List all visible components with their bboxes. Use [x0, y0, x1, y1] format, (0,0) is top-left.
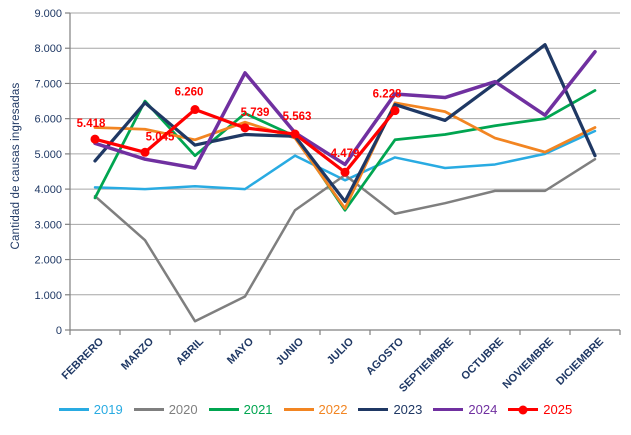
x-tick-label-abril: ABRIL [174, 335, 206, 367]
legend-label-2023: 2023 [393, 402, 423, 417]
legend-item-2021: 2021 [208, 402, 273, 417]
y-tick-label: 4.000 [34, 184, 62, 196]
legend-swatch-2019 [58, 408, 89, 411]
data-point-marker-2025 [390, 106, 400, 116]
data-label-2025: 5.045 [146, 131, 175, 143]
legend-item-2024: 2024 [433, 402, 497, 417]
legend-swatch-2024 [433, 408, 464, 411]
x-tick-label-agosto: AGOSTO [364, 335, 406, 377]
data-label-2025: 6.228 [373, 89, 402, 101]
legend-marker-dot [518, 405, 528, 414]
legend-label-2025: 2025 [543, 402, 573, 417]
y-tick-label: 1.000 [34, 290, 62, 302]
series-line-2022 [93, 101, 597, 210]
x-tick-label-diciembre: DICIEMBRE [554, 336, 606, 388]
x-tick-label-julio: JULIO [325, 335, 357, 367]
series-line-2023 [93, 43, 597, 204]
data-point-marker-2025 [140, 147, 150, 157]
x-tick-label-febrero: FEBRERO [60, 335, 107, 382]
data-label-2025: 5.418 [77, 118, 106, 130]
series-line-2020 [93, 157, 597, 323]
data-label-2025: 5.563 [283, 111, 312, 123]
legend-item-2019: 2019 [58, 402, 123, 417]
legend-item-2025: 2025 [508, 402, 572, 417]
legend-item-2022: 2022 [283, 402, 348, 417]
legend-swatch-2025 [508, 405, 539, 414]
y-tick-label: 7.000 [34, 78, 62, 90]
x-tick-label-junio: JUNIO [274, 335, 307, 368]
y-tick-label: 3.000 [34, 219, 62, 231]
series-line-2024 [93, 49, 597, 170]
data-point-marker-2025 [340, 167, 350, 177]
x-tick-label-septiembre: SEPTIEMBRE [397, 336, 456, 395]
legend-item-2023: 2023 [358, 402, 422, 417]
data-label-2025: 4.479 [331, 148, 360, 160]
legend-swatch-2023 [358, 408, 389, 411]
x-tick-label-mayo: MAYO [225, 335, 256, 366]
data-point-marker-2025 [290, 129, 300, 139]
legend-swatch-2022 [283, 408, 314, 411]
data-point-marker-2025 [90, 134, 100, 144]
x-tick-label-marzo: MARZO [119, 335, 156, 372]
data-point-marker-2025 [190, 105, 200, 115]
y-tick-label: 8.000 [34, 43, 62, 55]
data-label-2025: 5.739 [241, 107, 270, 119]
y-tick-label: 5.000 [34, 149, 62, 161]
y-tick-label: 0 [56, 325, 62, 337]
legend-label-2020: 2020 [168, 402, 198, 417]
legend-label-2024: 2024 [468, 402, 498, 417]
y-tick-label: 6.000 [34, 114, 62, 126]
legend-label-2019: 2019 [93, 402, 123, 417]
legend-swatch-2021 [208, 408, 239, 411]
x-tick-label-octubre: OCTUBRE [459, 336, 506, 383]
series-line-2019 [93, 129, 597, 191]
y-tick-label: 2.000 [34, 255, 62, 267]
x-tick-label-noviembre: NOVIEMBRE [501, 336, 557, 392]
data-label-2025: 6.260 [175, 87, 204, 99]
chart-legend: 2019 2020 2021 2022 2023 2024 2025 [0, 402, 631, 417]
legend-label-2021: 2021 [243, 402, 273, 417]
legend-item-2020: 2020 [133, 402, 198, 417]
legend-swatch-2020 [133, 408, 164, 411]
data-point-marker-2025 [240, 123, 250, 133]
legend-label-2022: 2022 [318, 402, 348, 417]
y-tick-label: 9.000 [34, 8, 62, 20]
